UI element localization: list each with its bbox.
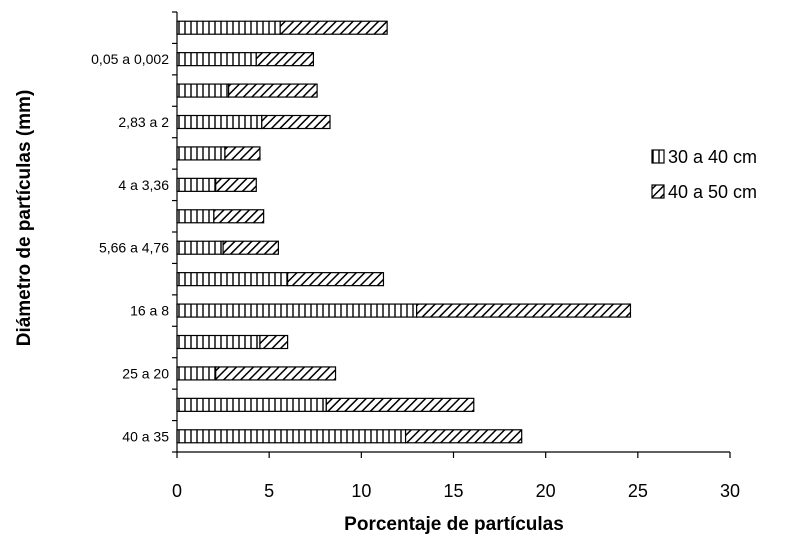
bar-series2-row-2 [215,366,337,381]
bar-series1-row-3 [176,334,261,350]
y-tick-label: 40 a 35 [122,428,169,444]
bar-series1-row-8 [176,177,217,192]
bar-series1-row-7 [176,209,215,224]
x-tick-label: 15 [443,481,463,501]
y-tick-label: 25 a 20 [122,365,169,381]
axes-layer [172,11,731,458]
bar-series2-row-12 [255,52,315,67]
bar-series1-row-6 [176,240,224,255]
bar-series2-row-4 [416,303,632,318]
x-tick-label: 20 [536,481,556,501]
bars-layer [176,20,632,444]
bar-series1-row-1 [176,397,327,412]
bar-series2-row-6 [222,240,279,255]
legend-label-2: 40 a 50 cm [668,182,757,202]
y-tick-label: 5,66 a 4,76 [99,240,169,256]
y-axis-title: Diámetro de partículas (mm) [14,90,35,347]
y-tick-label: 16 a 8 [130,303,169,319]
x-tick-label: 30 [720,481,740,501]
y-tick-label: 2,83 a 2 [118,114,169,130]
bar-series1-row-12 [176,52,257,67]
legend-swatch-1 [651,149,665,164]
bar-series1-row-13 [176,20,281,35]
bar-series2-row-5 [287,272,385,287]
legend: 30 a 40 cm 40 a 50 cm [651,147,757,202]
bar-series2-row-1 [325,397,475,412]
x-tick-label: 10 [351,481,371,501]
x-tick-label: 0 [172,481,182,501]
bar-series2-row-0 [404,429,523,444]
x-axis-title: Porcentaje de partículas [344,514,564,535]
bar-series2-row-7 [213,209,265,224]
bar-series2-row-8 [215,177,257,192]
y-tick-label: 4 a 3,36 [118,177,169,193]
legend-swatch-2 [651,184,665,199]
bar-series2-row-10 [261,114,331,130]
x-tick-label: 5 [264,481,274,501]
bar-series1-row-5 [176,272,289,287]
bar-series1-row-4 [176,303,418,318]
bar-series2-row-13 [279,20,388,35]
labels-layer: 40 a 35 25 a 20 16 a 8 5,66 a 4,76 4 a 3,36 2… [91,51,740,501]
bar-series2-row-3 [259,334,289,350]
bar-series2-row-11 [228,83,318,98]
bar-series1-row-10 [176,114,263,130]
legend-label-1: 30 a 40 cm [668,147,757,167]
bar-series1-row-11 [176,83,230,98]
y-tick-label: 0,05 a 0,002 [91,51,169,67]
bar-series1-row-0 [176,429,407,444]
bar-series1-row-2 [176,366,217,381]
x-tick-label: 25 [628,481,648,501]
bar-series1-row-9 [176,146,226,161]
bar-series2-row-9 [224,146,261,161]
